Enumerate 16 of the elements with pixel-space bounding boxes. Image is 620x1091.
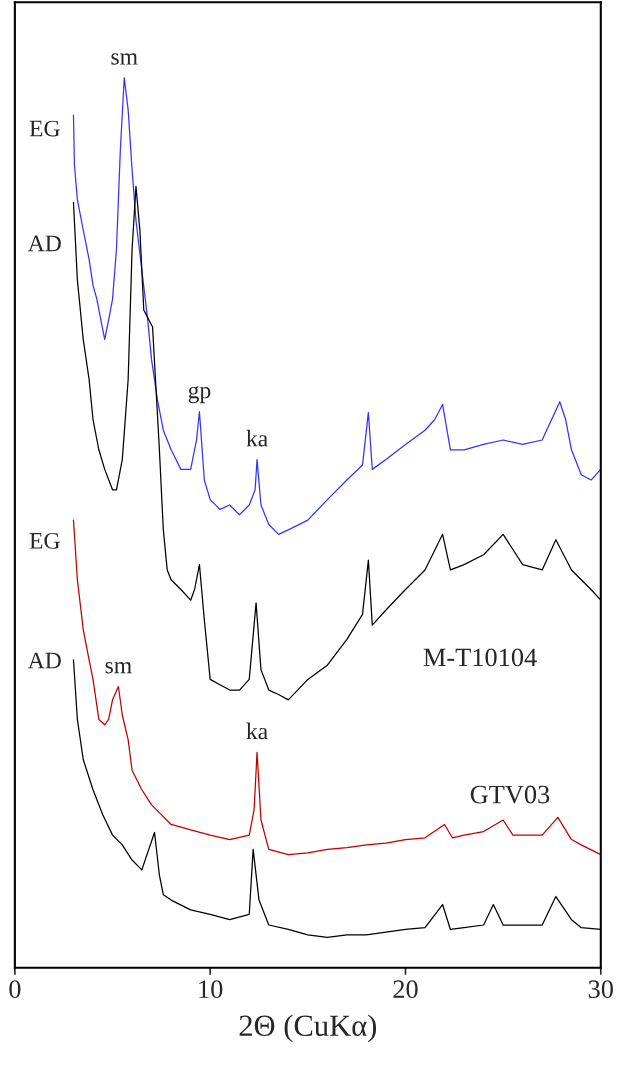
annotation: AD	[27, 235, 61, 252]
annotation: GTV03	[470, 785, 550, 804]
annotation: gp	[188, 385, 211, 404]
annotation: EG	[29, 120, 60, 137]
annotation: EG	[29, 532, 60, 549]
x-tick-label: 30	[588, 980, 613, 999]
annotation: M-T10104	[423, 648, 537, 667]
annotation: sm	[111, 53, 138, 65]
annotation: ka	[246, 429, 268, 447]
x-tick-label: 10	[199, 980, 223, 999]
annotation: ka	[246, 722, 268, 740]
x-axis-title: 2Θ (CuKα)	[239, 1014, 377, 1043]
x-tick-label: 20	[393, 980, 418, 999]
annotation: AD	[27, 652, 61, 669]
annotation: sm	[105, 662, 132, 674]
x-tick-label: 0	[9, 980, 21, 999]
